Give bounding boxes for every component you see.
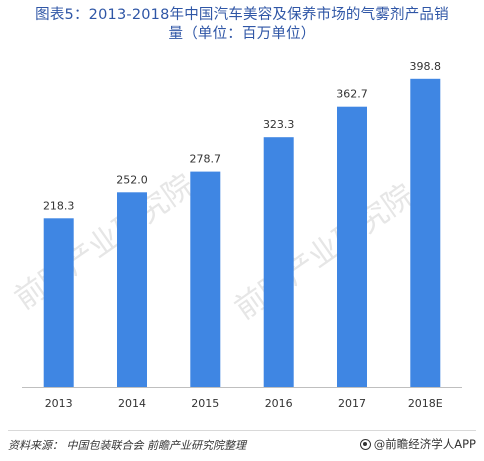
bar-2018E: [410, 78, 441, 388]
footer: 资料来源： 中国包装联合会 前瞻产业研究院整理 @前瞻经济学人APP: [8, 430, 476, 455]
data-label-2013: 218.3: [43, 199, 75, 212]
bar-chart: 前瞻产业研究院 前瞻产业研究院 218.3 2013 252.0 2014 278.7 20…: [9, 60, 462, 410]
data-label-2016: 323.3: [263, 118, 295, 131]
chart-title-line-2: 量（单位：百万单位）: [168, 26, 316, 42]
data-label-2014: 252.0: [116, 173, 148, 186]
bar-2017: [337, 106, 367, 387]
data-label-2018E: 398.8: [410, 60, 442, 73]
brand-logo-icon: [359, 438, 371, 450]
labels-group: 218.3 2013 252.0 2014 278.7 2015 323.3 2016 362.…: [43, 60, 443, 410]
brand-text: @前瞻经济学人APP: [373, 437, 476, 451]
bar-2013: [43, 218, 74, 387]
watermark-text: 前瞻产业研究院: [9, 168, 201, 317]
source-note: 资料来源： 中国包装联合会 前瞻产业研究院整理: [8, 439, 246, 452]
chart-title-line-1: 图表5：2013-2018年中国汽车美容及保养市场的气雾剂产品销: [35, 7, 449, 23]
x-tick-label-2015: 2015: [191, 397, 219, 410]
brand: @前瞻经济学人APP: [359, 436, 476, 452]
watermark-text: 前瞻产业研究院: [229, 178, 421, 327]
bar-2015: [190, 171, 221, 387]
bars-group: [43, 78, 441, 388]
x-tick-label-2017: 2017: [338, 397, 366, 410]
x-tick-label-2013: 2013: [45, 397, 73, 410]
bar-2016: [263, 137, 294, 387]
chart-title: 图表5：2013-2018年中国汽车美容及保养市场的气雾剂产品销 量（单位：百万…: [8, 6, 476, 44]
data-label-2017: 362.7: [336, 88, 368, 101]
x-tick-label-2016: 2016: [265, 397, 293, 410]
bar-2014: [117, 192, 147, 387]
x-tick-label-2014: 2014: [118, 397, 146, 410]
data-label-2015: 278.7: [190, 153, 222, 166]
x-tick-label-2018E: 2018E: [408, 397, 443, 410]
